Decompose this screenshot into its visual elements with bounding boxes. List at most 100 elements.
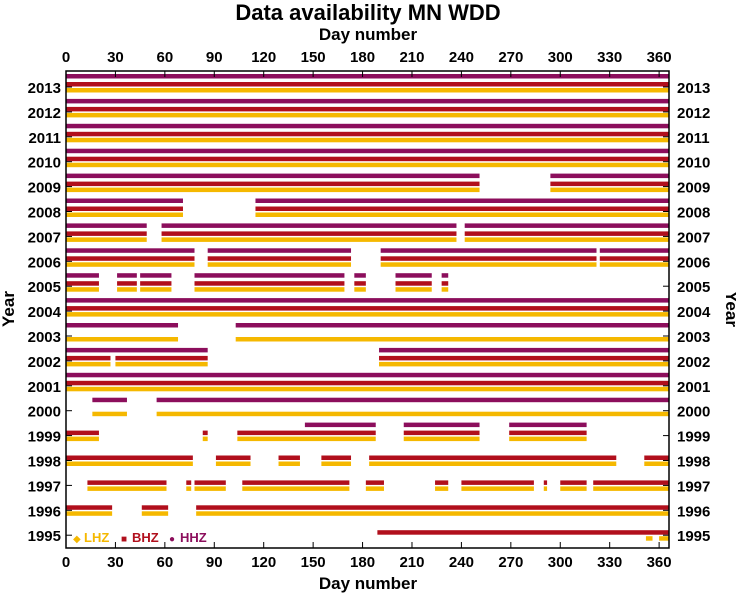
bar-bhz-1999-3 xyxy=(404,431,480,436)
x-tick-label-bottom-60: 60 xyxy=(157,554,174,571)
bar-bhz-1999-4 xyxy=(509,431,586,436)
bar-lhz-2012-0 xyxy=(66,113,669,118)
bar-lhz-2005-3 xyxy=(195,287,345,292)
bar-bhz-1995-0 xyxy=(377,530,669,535)
bar-lhz-2003-0 xyxy=(66,337,178,342)
bar-bhz-2002-0 xyxy=(66,356,110,361)
bar-lhz-1998-3 xyxy=(321,462,351,467)
bar-bhz-2009-0 xyxy=(66,182,480,187)
year-label-left-2000: 2000 xyxy=(28,404,61,421)
bar-bhz-1997-3 xyxy=(242,480,349,485)
bar-lhz-2005-6 xyxy=(442,287,449,292)
bar-hhz-2009-0 xyxy=(66,174,480,179)
year-label-left-2011: 2011 xyxy=(28,130,61,147)
bar-hhz-2006-1 xyxy=(208,248,351,253)
bar-lhz-1996-1 xyxy=(142,511,168,516)
x-tick-label-top-30: 30 xyxy=(107,49,124,66)
bar-lhz-2005-5 xyxy=(396,287,432,292)
x-tick-label-bottom-90: 90 xyxy=(206,554,223,571)
bar-bhz-1997-0 xyxy=(87,480,166,485)
bar-hhz-2006-3 xyxy=(600,248,669,253)
x-tick-label-top-0: 0 xyxy=(62,49,70,66)
bar-lhz-2002-1 xyxy=(115,362,207,367)
bar-bhz-1997-6 xyxy=(461,480,533,485)
legend-marker-bhz: ■ xyxy=(121,534,127,545)
year-label-left-2003: 2003 xyxy=(28,329,61,346)
bar-bhz-2007-2 xyxy=(465,231,669,236)
year-label-left-2006: 2006 xyxy=(28,254,61,271)
bar-hhz-2002-1 xyxy=(379,348,669,353)
bar-hhz-2005-4 xyxy=(354,273,366,278)
year-label-right-2010: 2010 xyxy=(677,155,710,172)
year-label-left-2013: 2013 xyxy=(28,80,61,97)
bar-lhz-1997-4 xyxy=(366,486,384,491)
bar-lhz-2006-3 xyxy=(600,262,669,267)
bar-lhz-2008-1 xyxy=(255,213,669,218)
bar-bhz-2005-3 xyxy=(195,281,345,286)
bar-lhz-1995-0 xyxy=(646,536,653,541)
bar-bhz-1999-1 xyxy=(203,431,208,436)
bar-lhz-2006-0 xyxy=(66,262,195,267)
bar-bhz-2002-1 xyxy=(115,356,207,361)
x-tick-label-top-60: 60 xyxy=(157,49,174,66)
bar-bhz-2006-2 xyxy=(381,256,597,261)
legend-label-lhz: LHZ xyxy=(84,530,109,545)
bar-lhz-1997-3 xyxy=(242,486,349,491)
bar-hhz-2005-0 xyxy=(66,273,99,278)
bar-hhz-2003-1 xyxy=(236,323,669,328)
bar-lhz-2004-0 xyxy=(66,312,669,317)
legend-marker-hhz: ● xyxy=(169,534,175,545)
bar-lhz-1997-2 xyxy=(195,486,226,491)
bar-lhz-1998-1 xyxy=(216,462,251,467)
bar-bhz-2007-1 xyxy=(162,231,457,236)
chart-title: Data availability MN WDD xyxy=(235,0,500,25)
bar-bhz-2007-0 xyxy=(66,231,147,236)
x-tick-label-top-120: 120 xyxy=(251,49,276,66)
year-label-right-1995: 1995 xyxy=(677,528,710,545)
year-label-right-2012: 2012 xyxy=(677,105,710,122)
bar-bhz-1996-0 xyxy=(66,505,112,510)
bar-bhz-2008-0 xyxy=(66,207,183,212)
legend-label-hhz: HHZ xyxy=(180,530,207,545)
year-label-left-2007: 2007 xyxy=(28,229,61,246)
year-label-left-2004: 2004 xyxy=(28,304,62,321)
x-tick-label-bottom-330: 330 xyxy=(597,554,622,571)
year-label-left-2002: 2002 xyxy=(28,354,61,371)
bar-hhz-2005-1 xyxy=(117,273,137,278)
bar-lhz-2000-0 xyxy=(92,412,127,417)
year-label-right-1996: 1996 xyxy=(677,503,710,520)
bar-bhz-2002-2 xyxy=(379,356,669,361)
bar-bhz-1997-5 xyxy=(435,480,448,485)
bar-bhz-2001-0 xyxy=(66,381,669,386)
x-tick-label-bottom-240: 240 xyxy=(449,554,474,571)
year-label-left-2012: 2012 xyxy=(28,105,61,122)
bar-bhz-1999-2 xyxy=(237,431,375,436)
x-tick-label-top-210: 210 xyxy=(399,49,424,66)
bar-hhz-2002-0 xyxy=(66,348,208,353)
bar-bhz-1997-7 xyxy=(544,480,547,485)
bar-lhz-2007-0 xyxy=(66,237,147,242)
bar-lhz-2003-1 xyxy=(236,337,669,342)
bar-hhz-2012-0 xyxy=(66,99,669,104)
bar-lhz-1997-8 xyxy=(560,486,586,491)
year-label-left-2005: 2005 xyxy=(28,279,61,296)
bar-lhz-2007-2 xyxy=(465,237,669,242)
bar-lhz-1999-3 xyxy=(404,437,480,442)
bar-lhz-2010-0 xyxy=(66,163,669,168)
bar-hhz-2006-2 xyxy=(381,248,597,253)
bar-lhz-2005-4 xyxy=(354,287,366,292)
year-label-left-2010: 2010 xyxy=(28,155,61,172)
bar-bhz-2012-0 xyxy=(66,107,669,112)
bar-hhz-1999-2 xyxy=(509,423,586,428)
bar-bhz-2010-0 xyxy=(66,157,669,162)
bar-hhz-1999-1 xyxy=(404,423,480,428)
legend-marker-lhz: ◆ xyxy=(73,534,81,545)
year-label-right-2004: 2004 xyxy=(677,304,711,321)
bar-hhz-2005-5 xyxy=(396,273,432,278)
bar-lhz-2001-0 xyxy=(66,387,669,392)
bar-hhz-2008-0 xyxy=(66,199,183,204)
bar-hhz-2000-1 xyxy=(157,398,669,403)
bar-bhz-1998-2 xyxy=(279,456,300,461)
bar-hhz-2005-2 xyxy=(140,273,171,278)
